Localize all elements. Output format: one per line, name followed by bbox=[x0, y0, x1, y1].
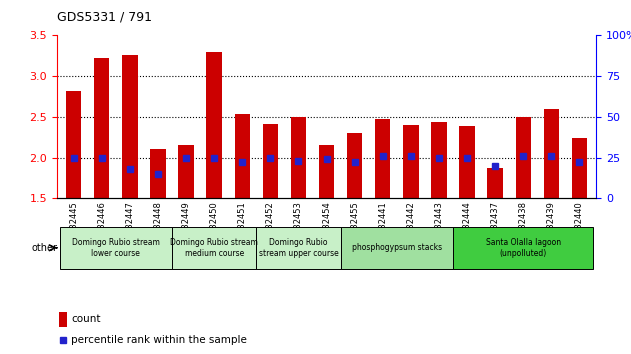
Bar bbox=[487, 168, 503, 198]
Text: Domingo Rubio
stream upper course: Domingo Rubio stream upper course bbox=[259, 238, 338, 257]
Bar bbox=[59, 227, 172, 269]
Bar bbox=[347, 133, 362, 198]
Bar bbox=[572, 138, 587, 198]
Bar bbox=[453, 227, 594, 269]
Bar bbox=[206, 52, 222, 198]
Bar bbox=[291, 117, 306, 198]
Text: count: count bbox=[71, 314, 101, 325]
Bar bbox=[341, 227, 453, 269]
Bar bbox=[94, 58, 109, 198]
Text: Domingo Rubio stream
medium course: Domingo Rubio stream medium course bbox=[170, 238, 258, 257]
Bar bbox=[179, 145, 194, 198]
Bar bbox=[375, 119, 391, 198]
Text: Santa Olalla lagoon
(unpolluted): Santa Olalla lagoon (unpolluted) bbox=[486, 238, 561, 257]
Bar bbox=[172, 227, 256, 269]
Bar bbox=[256, 227, 341, 269]
Text: GDS5331 / 791: GDS5331 / 791 bbox=[57, 11, 152, 24]
Bar bbox=[403, 125, 418, 198]
Text: other: other bbox=[32, 243, 57, 253]
Bar bbox=[122, 55, 138, 198]
Bar bbox=[459, 126, 475, 198]
Bar bbox=[59, 312, 67, 327]
Bar bbox=[319, 145, 334, 198]
Bar bbox=[516, 117, 531, 198]
Bar bbox=[235, 114, 250, 198]
Text: percentile rank within the sample: percentile rank within the sample bbox=[71, 335, 247, 345]
Bar bbox=[66, 91, 81, 198]
Text: phosphogypsum stacks: phosphogypsum stacks bbox=[351, 243, 442, 252]
Bar bbox=[150, 149, 166, 198]
Bar bbox=[262, 124, 278, 198]
Bar bbox=[544, 109, 559, 198]
Bar bbox=[431, 122, 447, 198]
Text: Domingo Rubio stream
lower course: Domingo Rubio stream lower course bbox=[72, 238, 160, 257]
